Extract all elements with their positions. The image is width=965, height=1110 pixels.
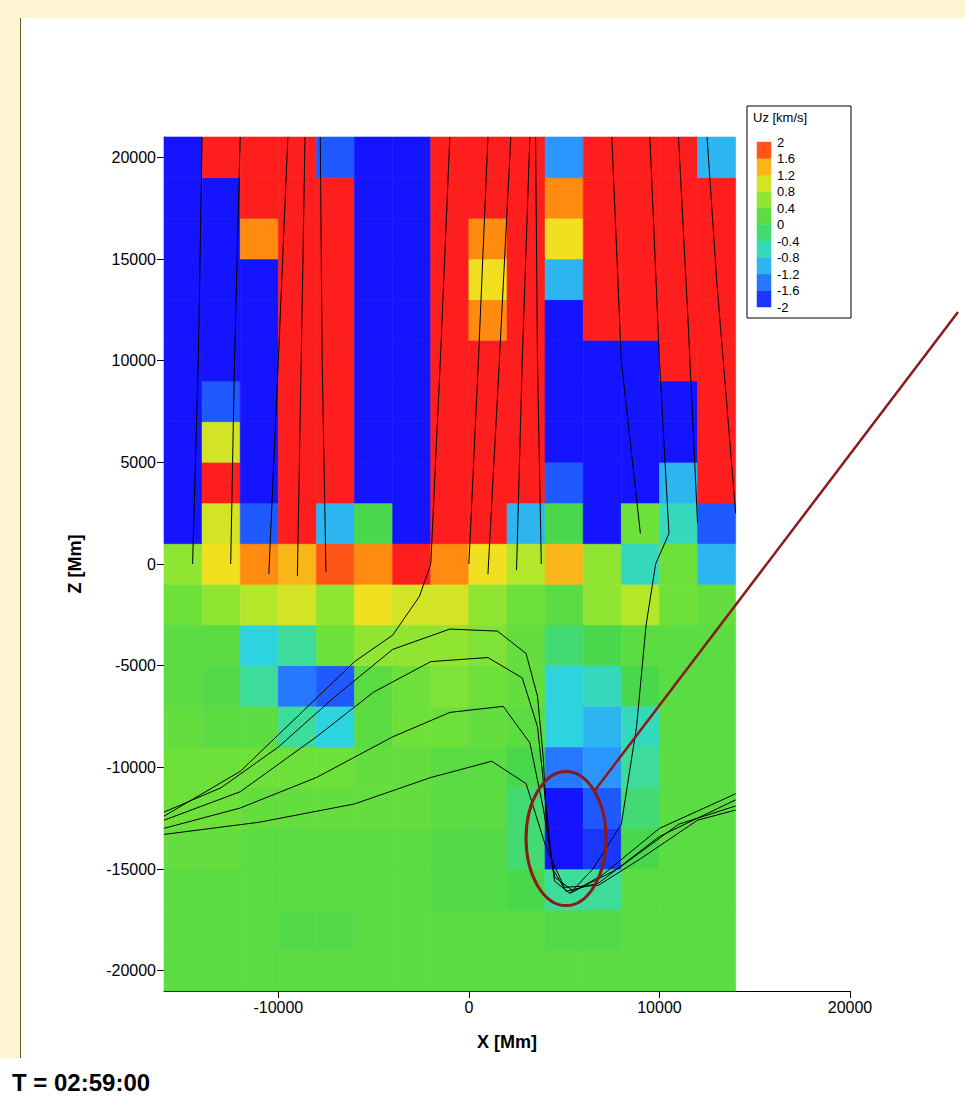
svg-text:-0.8: -0.8 [777, 250, 799, 265]
svg-text:-1.2: -1.2 [777, 267, 799, 282]
svg-text:5000: 5000 [120, 454, 156, 471]
svg-text:X [Mm]: X [Mm] [477, 1032, 537, 1052]
svg-text:20000: 20000 [828, 999, 873, 1016]
svg-text:10000: 10000 [112, 352, 157, 369]
svg-text:-5000: -5000 [115, 657, 156, 674]
svg-text:Z [Mm]: Z [Mm] [65, 535, 85, 594]
svg-text:1.2: 1.2 [777, 168, 795, 183]
svg-text:1.6: 1.6 [777, 151, 795, 166]
svg-text:-10000: -10000 [106, 759, 156, 776]
svg-text:10000: 10000 [637, 999, 682, 1016]
svg-text:2: 2 [777, 135, 784, 150]
svg-text:Uz [km/s]: Uz [km/s] [753, 110, 807, 125]
svg-text:-2: -2 [777, 300, 789, 315]
svg-text:-0.4: -0.4 [777, 234, 799, 249]
svg-text:15000: 15000 [112, 251, 157, 268]
svg-text:T = 02:59:00: T = 02:59:00 [12, 1069, 150, 1096]
svg-text:20000: 20000 [112, 149, 157, 166]
svg-text:0: 0 [777, 217, 784, 232]
svg-text:0: 0 [464, 999, 473, 1016]
svg-text:-20000: -20000 [106, 962, 156, 979]
svg-text:0: 0 [147, 556, 156, 573]
svg-text:-10000: -10000 [253, 999, 303, 1016]
svg-text:0.4: 0.4 [777, 201, 795, 216]
svg-text:-1.6: -1.6 [777, 283, 799, 298]
svg-text:-15000: -15000 [106, 861, 156, 878]
svg-text:0.8: 0.8 [777, 184, 795, 199]
